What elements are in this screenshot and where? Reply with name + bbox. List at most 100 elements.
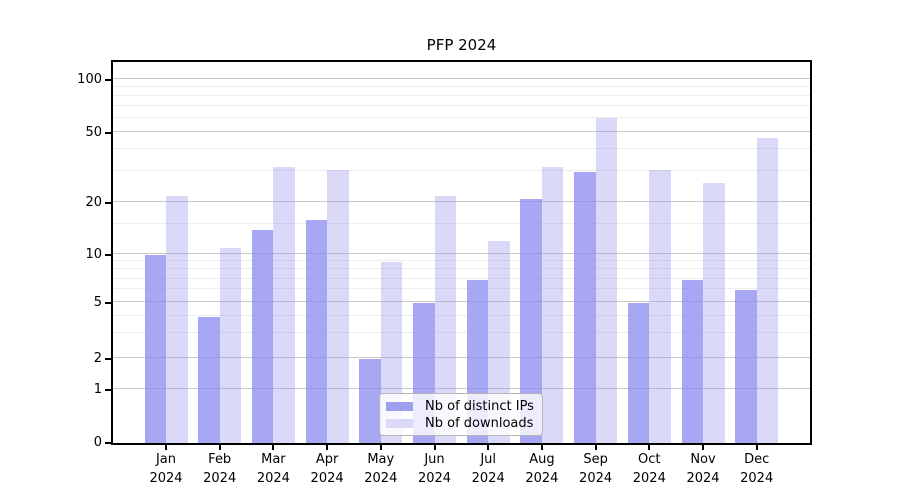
- gridline-minor: [113, 148, 810, 150]
- x-tick-year: 2024: [686, 471, 720, 486]
- bar-downloads: [166, 195, 188, 443]
- bar-downloads: [434, 195, 456, 443]
- x-tick-mark: [540, 445, 543, 450]
- x-tick-label: Sep 2024: [564, 450, 628, 488]
- x-tick-year: 2024: [417, 471, 452, 486]
- gridline-minor: [113, 222, 810, 224]
- y-tick-label: 20: [85, 195, 102, 210]
- x-tick-month: Nov: [690, 452, 716, 467]
- gridline-minor: [113, 288, 810, 290]
- bar-downloads: [649, 169, 671, 443]
- gridline-major: [113, 77, 810, 79]
- gridline-major: [113, 388, 810, 389]
- x-tick-year: 2024: [525, 471, 559, 486]
- bar-distinct-ips: [627, 302, 650, 443]
- x-tick-year: 2024: [149, 471, 183, 486]
- x-tick-mark: [702, 445, 704, 450]
- x-tick-month: Feb: [208, 452, 232, 467]
- x-tick-mark: [648, 445, 651, 450]
- y-tick-mark: [105, 357, 111, 360]
- gridline-minor: [113, 314, 810, 316]
- x-tick-year: 2024: [740, 471, 774, 486]
- x-tick-label: Dec 2024: [725, 450, 789, 488]
- bar-distinct-ips: [144, 255, 166, 443]
- bar-distinct-ips: [681, 279, 703, 443]
- x-tick-label: Jan 2024: [134, 450, 198, 488]
- y-tick-label: 10: [85, 247, 102, 262]
- x-tick-mark: [326, 445, 329, 450]
- x-tick-label: Nov 2024: [671, 450, 735, 488]
- x-tick-month: Jun: [424, 452, 445, 467]
- legend: Nb of distinct IPs Nb of downloads: [379, 393, 543, 436]
- y-tick-mark: [105, 132, 111, 135]
- x-tick-year: 2024: [364, 471, 398, 486]
- x-tick-label: Aug 2024: [510, 450, 574, 488]
- bar-downloads: [541, 167, 564, 443]
- legend-entry-distinct-ips: Nb of distinct IPs: [386, 398, 542, 415]
- bar-distinct-ips: [574, 172, 596, 443]
- gridline-major: [113, 253, 810, 254]
- y-tick-mark: [105, 254, 111, 256]
- y-tick-label: 2: [93, 350, 102, 366]
- y-tick-label: 100: [77, 71, 102, 87]
- x-tick-month: Mar: [261, 452, 286, 467]
- gridline-minor: [113, 105, 810, 107]
- legend-swatch-distinct-ips: [386, 402, 413, 411]
- x-tick-month: Jan: [155, 452, 177, 467]
- x-tick-month: Aug: [529, 452, 555, 467]
- chart-title: PFP 2024: [426, 36, 497, 54]
- gridline-minor: [113, 86, 810, 88]
- gridline-minor: [113, 332, 810, 334]
- gridline-minor: [113, 117, 810, 119]
- y-tick-label: 1: [93, 382, 102, 397]
- bar-downloads: [595, 117, 618, 443]
- x-tick-mark: [218, 445, 221, 450]
- x-tick-mark: [379, 445, 382, 450]
- y-tick-mark: [105, 442, 111, 444]
- x-tick-year: 2024: [256, 471, 290, 486]
- x-tick-month: May: [367, 452, 395, 467]
- x-tick-mark: [755, 445, 758, 450]
- x-tick-label: Mar 2024: [241, 450, 305, 488]
- legend-entry-downloads: Nb of downloads: [386, 415, 542, 432]
- bar-distinct-ips: [359, 359, 381, 443]
- gridline-major: [113, 300, 810, 302]
- x-tick-mark: [165, 445, 167, 450]
- bar-downloads: [273, 167, 295, 443]
- gridline-major: [113, 356, 810, 358]
- gridline-minor: [113, 260, 810, 262]
- x-tick-year: 2024: [310, 471, 344, 486]
- x-tick-month: Sep: [583, 452, 608, 467]
- x-tick-mark: [487, 445, 490, 450]
- x-tick-month: Jul: [480, 452, 497, 467]
- gridline-minor: [113, 95, 810, 97]
- gridline-minor: [113, 268, 810, 270]
- x-tick-year: 2024: [579, 471, 613, 486]
- bar-distinct-ips: [251, 229, 274, 443]
- bar-distinct-ips: [305, 219, 328, 443]
- bar-downloads: [756, 137, 779, 443]
- x-tick-label: Jul 2024: [456, 450, 520, 488]
- bar-downloads: [703, 182, 725, 443]
- x-tick-label: Feb 2024: [188, 450, 252, 488]
- x-tick-year: 2024: [471, 471, 505, 486]
- y-tick-mark: [105, 202, 111, 204]
- x-tick-year: 2024: [203, 471, 237, 486]
- bar-distinct-ips: [735, 290, 757, 443]
- x-tick-month: Oct: [638, 452, 661, 467]
- legend-label-downloads: Nb of downloads: [425, 415, 534, 431]
- x-tick-mark: [272, 445, 275, 450]
- gridline-major: [113, 131, 810, 133]
- bar-downloads: [488, 241, 510, 443]
- y-tick-label: 50: [85, 125, 102, 141]
- x-tick-month: Apr: [315, 452, 339, 467]
- y-tick-label: 0: [93, 435, 102, 450]
- plot-area: [111, 60, 812, 445]
- y-tick-label: 5: [93, 294, 102, 310]
- bar-downloads: [219, 247, 242, 443]
- x-tick-label: May 2024: [349, 450, 413, 488]
- x-tick-year: 2024: [632, 471, 666, 486]
- gridline-minor: [113, 277, 810, 279]
- gridline-major: [113, 201, 810, 202]
